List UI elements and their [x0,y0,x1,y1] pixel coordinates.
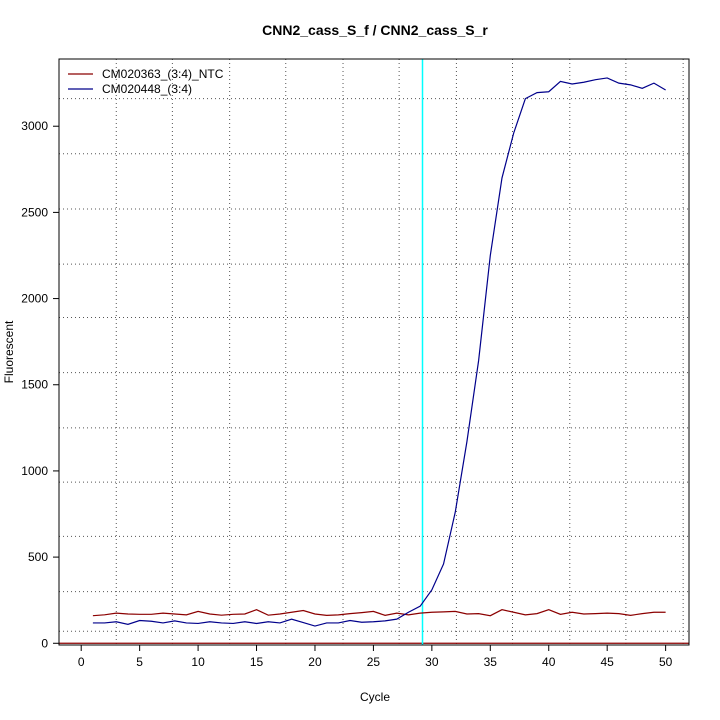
y-tick-label: 1500 [21,378,48,392]
y-tick-label: 2500 [21,205,48,219]
y-tick-label: 500 [28,550,48,564]
y-tick-label: 1000 [21,464,48,478]
y-tick-label: 2000 [21,292,48,306]
x-tick-label: 35 [484,655,498,669]
legend-label: CM020363_(3:4)_NTC [102,67,224,81]
x-axis: 0 5 10 15 20 25 30 35 40 45 50 [78,645,673,669]
series-lines [92,77,666,627]
series-line-1 [92,609,666,617]
y-tick-label: 0 [41,636,48,650]
x-tick-label: 25 [367,655,381,669]
reference-lines [59,59,689,645]
x-tick-label: 50 [659,655,673,669]
x-tick-label: 45 [601,655,615,669]
grid [59,59,689,645]
x-tick-label: 10 [191,655,205,669]
y-axis: 0 500 1000 1500 2000 2500 3000 [21,119,59,650]
y-tick-label: 3000 [21,119,48,133]
legend-label: CM020448_(3:4) [102,82,192,96]
x-tick-label: 15 [250,655,264,669]
x-tick-label: 0 [78,655,85,669]
plot-frame [58,58,690,646]
series-line-2 [92,77,666,627]
x-tick-label: 5 [136,655,143,669]
chart-title: CNN2_cass_S_f / CNN2_cass_S_r [262,22,488,38]
x-tick-label: 40 [542,655,556,669]
x-axis-label: Cycle [360,690,390,704]
x-tick-label: 20 [308,655,322,669]
x-tick-label: 30 [425,655,439,669]
y-axis-label: Fluorescent [2,320,16,383]
